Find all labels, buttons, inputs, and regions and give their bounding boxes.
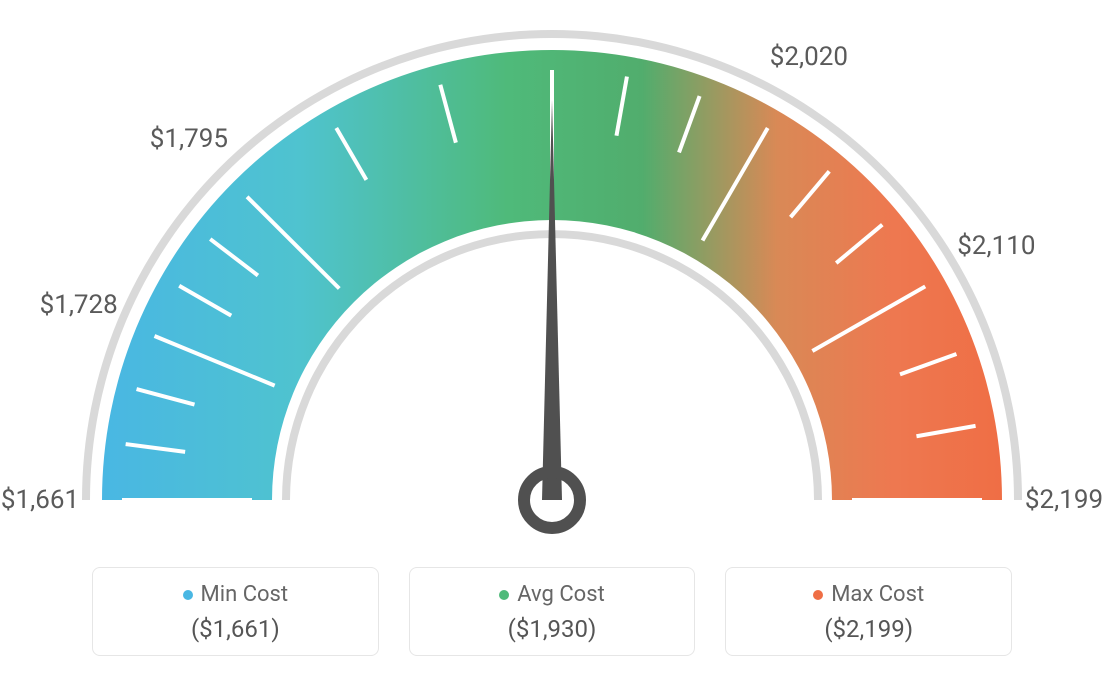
legend-card-max: Max Cost ($2,199) (725, 567, 1012, 656)
legend-title-avg: Avg Cost (420, 582, 685, 607)
legend-dot-min (183, 590, 193, 600)
legend-title-avg-text: Avg Cost (517, 582, 605, 607)
legend-value-max: ($2,199) (736, 615, 1001, 643)
legend-title-min: Min Cost (103, 582, 368, 607)
gauge-tick-label: $2,110 (957, 231, 1035, 261)
gauge-svg (0, 0, 1104, 560)
legend-dot-max (813, 590, 823, 600)
legend-row: Min Cost ($1,661) Avg Cost ($1,930) Max … (92, 567, 1012, 656)
gauge-tick-label: $2,199 (1025, 485, 1103, 515)
gauge-tick-label: $1,930 (513, 0, 591, 3)
legend-dot-avg (499, 590, 509, 600)
legend-title-max-text: Max Cost (831, 582, 924, 607)
legend-value-min: ($1,661) (103, 615, 368, 643)
gauge-tick-label: $2,020 (770, 42, 848, 72)
legend-card-min: Min Cost ($1,661) (92, 567, 379, 656)
gauge-tick-label: $1,795 (150, 124, 228, 154)
chart-container: $1,661 $1,728 $1,795 $1,930 $2,020 $2,110 $2,1… (0, 0, 1104, 690)
legend-card-avg: Avg Cost ($1,930) (409, 567, 696, 656)
legend-title-min-text: Min Cost (201, 582, 289, 607)
legend-title-max: Max Cost (736, 582, 1001, 607)
gauge-tick-label: $1,661 (1, 485, 79, 515)
gauge: $1,661 $1,728 $1,795 $1,930 $2,020 $2,110 $2,1… (0, 0, 1104, 560)
gauge-tick-label: $1,728 (40, 290, 118, 320)
legend-value-avg: ($1,930) (420, 615, 685, 643)
